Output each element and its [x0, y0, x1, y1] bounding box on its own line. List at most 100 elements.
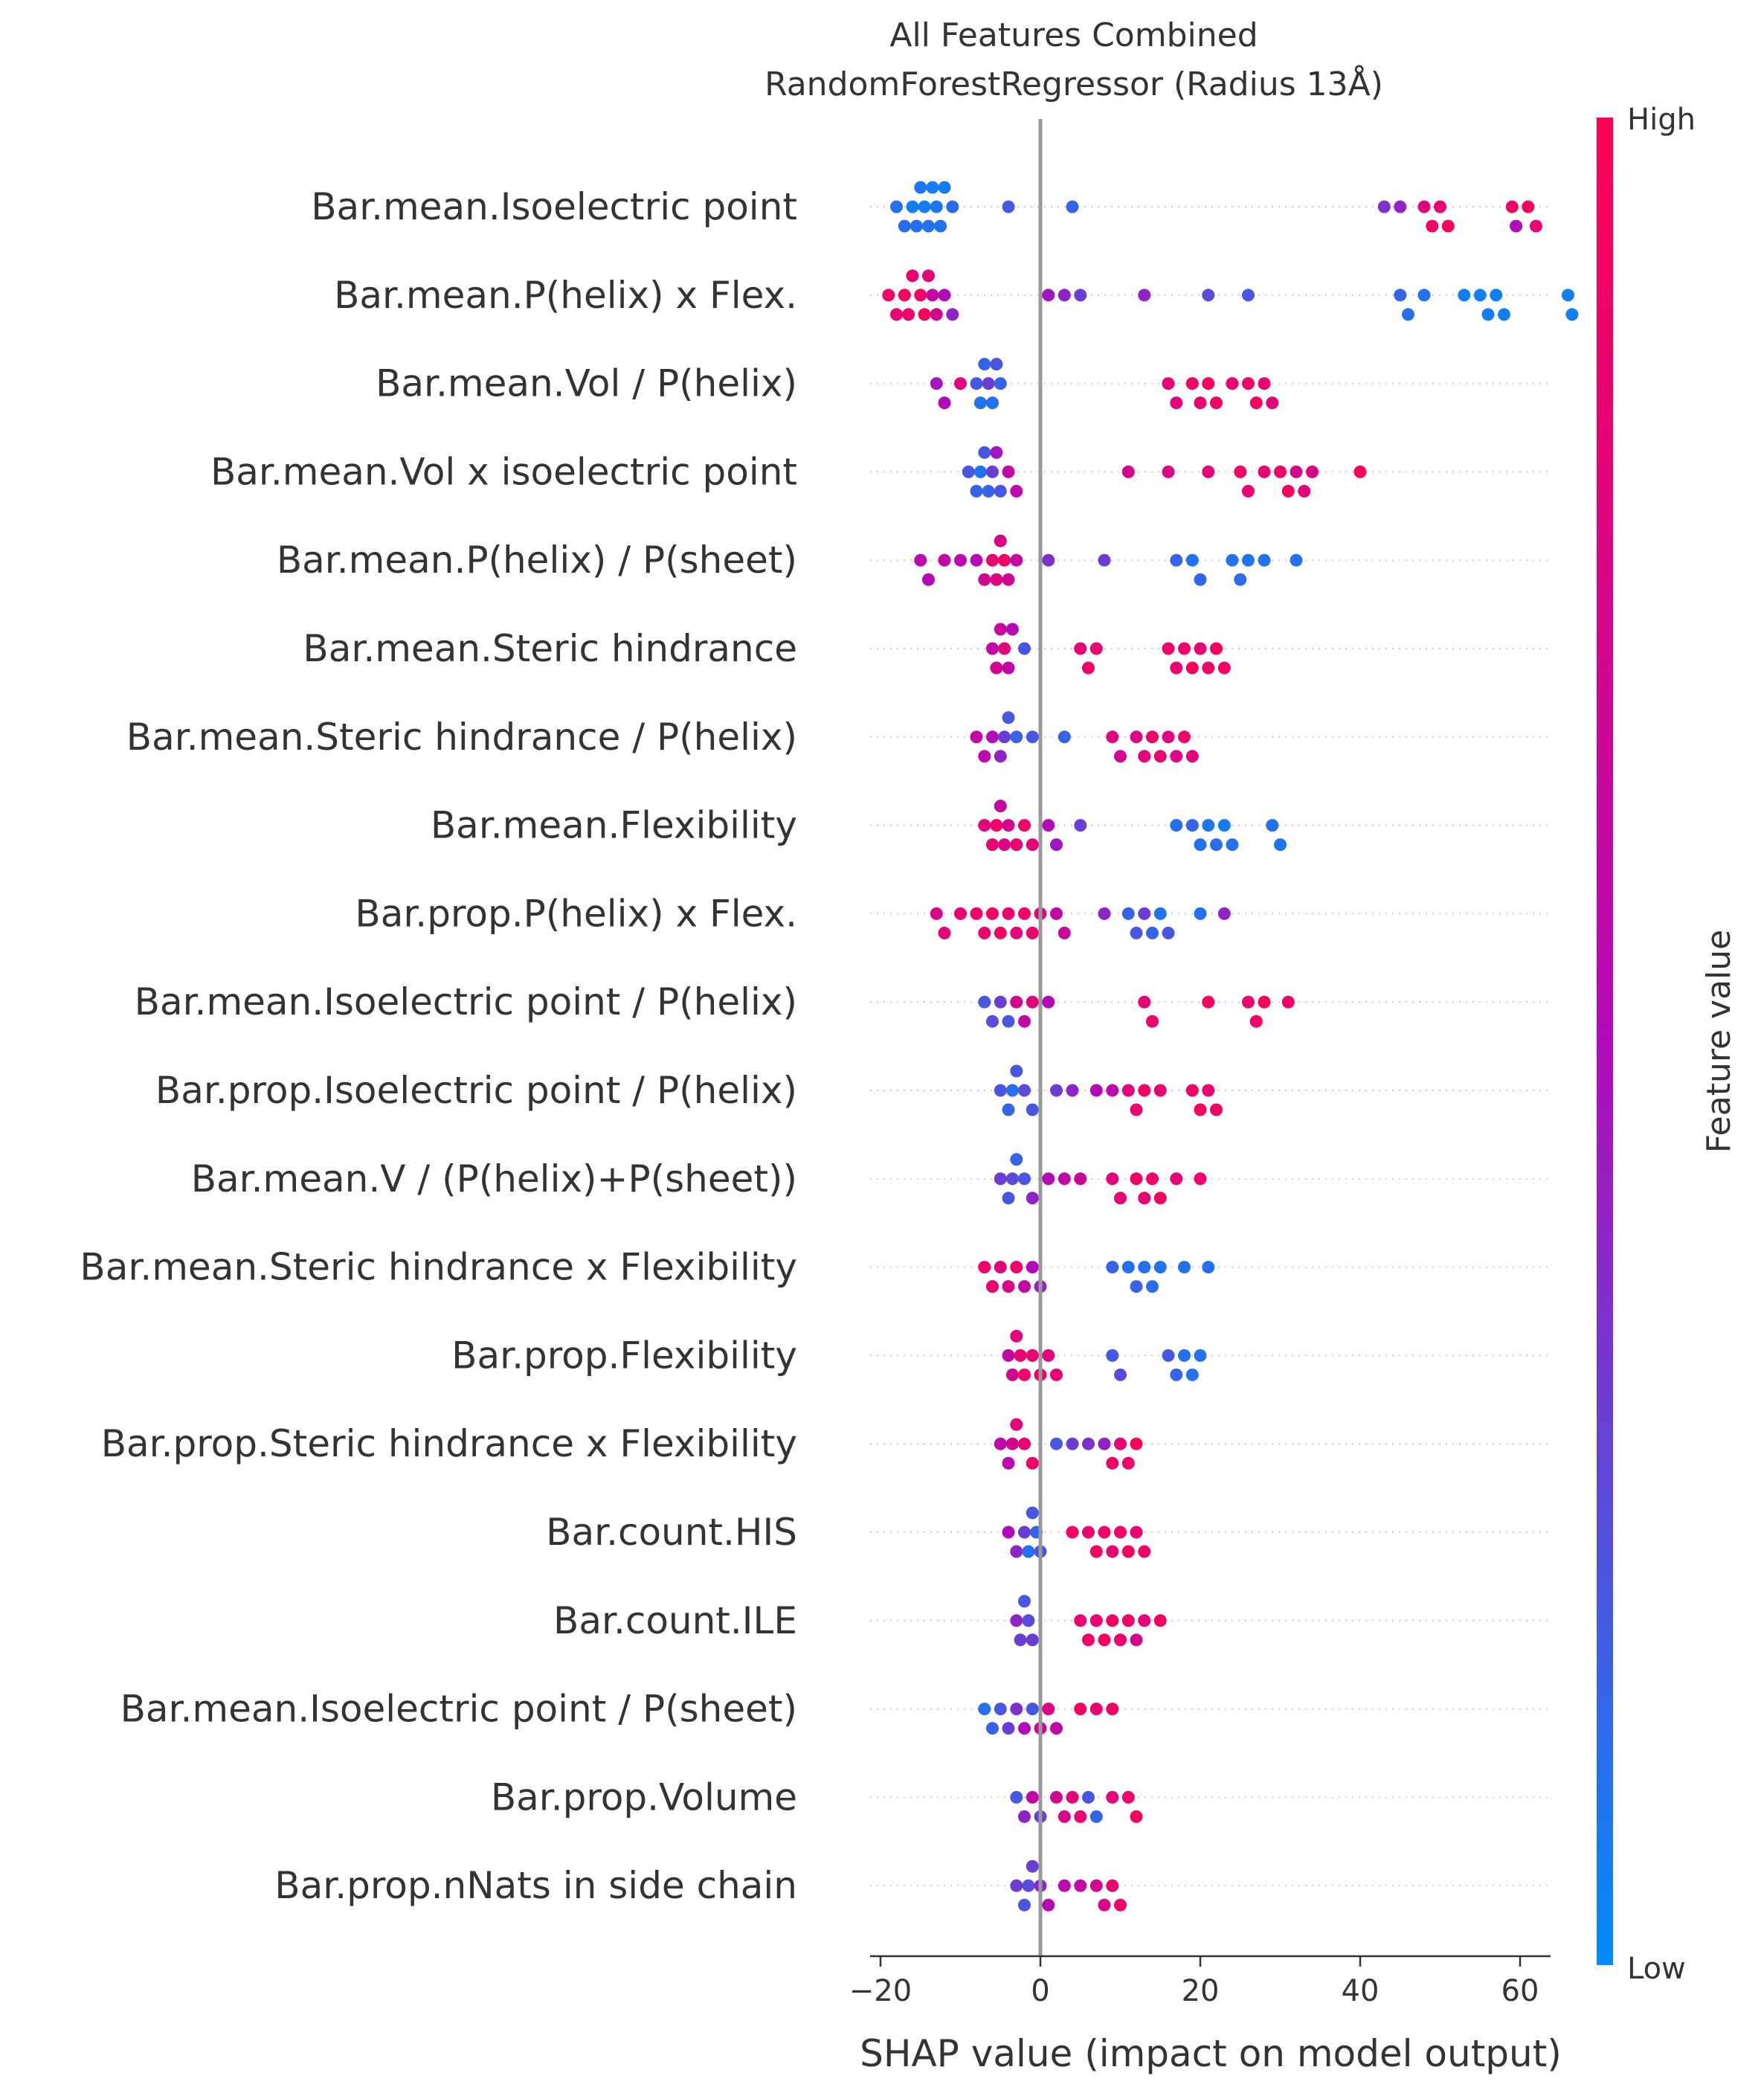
shap-point [1138, 995, 1151, 1009]
feature-label: Bar.mean.Steric hindrance / P(helix) [126, 716, 797, 759]
shap-point [1010, 553, 1023, 567]
shap-point [1002, 1456, 1015, 1470]
shap-point [1074, 289, 1087, 302]
feature-label: Bar.mean.Flexibility [431, 804, 797, 847]
shap-point [994, 926, 1007, 939]
shap-point [1098, 553, 1111, 567]
shap-point [1098, 1526, 1111, 1539]
shap-point [1266, 396, 1279, 410]
shap-point [1002, 711, 1015, 724]
shap-point [926, 289, 939, 302]
feature-label: Bar.mean.V / (P(helix)+P(sheet)) [191, 1157, 797, 1200]
shap-point [1121, 1084, 1135, 1097]
shap-point [1026, 1192, 1039, 1205]
shap-point [946, 308, 959, 321]
x-tick-label: 20 [1182, 1974, 1220, 2008]
colorbar-high-label: High [1627, 103, 1696, 137]
shap-point [1170, 396, 1183, 410]
shap-point [986, 1015, 999, 1028]
shap-point [1185, 819, 1199, 832]
x-tick-label: 60 [1501, 1974, 1539, 2008]
shap-point [1130, 1280, 1143, 1293]
shap-point [1082, 1437, 1095, 1450]
shap-point [1106, 1703, 1119, 1716]
shap-point [978, 1261, 991, 1274]
shap-point [930, 200, 943, 213]
shap-point [1565, 308, 1579, 321]
shap-point [1010, 838, 1023, 852]
shap-point [1050, 838, 1063, 852]
shap-point [1042, 289, 1055, 302]
shap-point [1042, 1898, 1055, 1912]
shap-point [1290, 553, 1303, 567]
shap-point [1042, 995, 1055, 1009]
shap-point [1082, 1526, 1095, 1539]
shap-point [1170, 1368, 1183, 1381]
shap-point [934, 219, 947, 233]
shap-point [1018, 819, 1031, 832]
shap-point [1281, 484, 1295, 498]
shap-point [1138, 1261, 1151, 1274]
shap-point [1194, 1349, 1207, 1362]
shap-point [1082, 1633, 1095, 1647]
feature-label: Bar.mean.P(helix) x Flex. [334, 274, 797, 317]
shap-point [918, 200, 931, 213]
shap-point [1026, 1506, 1039, 1520]
shap-point [1010, 1879, 1023, 1892]
shap-point [1258, 377, 1271, 390]
shap-point [970, 484, 983, 498]
shap-point [1202, 1261, 1215, 1274]
shap-point [946, 200, 959, 213]
shap-point [902, 308, 915, 321]
shap-point [1058, 1879, 1071, 1892]
shap-point [1026, 1633, 1039, 1647]
shap-point [1074, 1614, 1087, 1627]
shap-point [1130, 926, 1143, 939]
feature-label: Bar.mean.Vol / P(helix) [376, 362, 797, 405]
shap-point [1402, 308, 1414, 321]
shap-point [986, 838, 999, 852]
shap-point [1074, 642, 1087, 655]
shap-point [994, 1437, 1007, 1450]
shap-point [1089, 1810, 1103, 1823]
shap-point [1066, 1084, 1079, 1097]
shap-point [1106, 1879, 1119, 1892]
shap-point [1153, 1084, 1167, 1097]
shap-point [986, 1722, 999, 1735]
shap-point [1562, 289, 1574, 302]
shap-point [1018, 1722, 1031, 1735]
shap-point [994, 623, 1007, 636]
shap-point [922, 573, 935, 586]
shap-point [1002, 907, 1015, 920]
shap-point [918, 308, 931, 321]
shap-point [1114, 1368, 1127, 1381]
shap-point [1058, 1810, 1071, 1823]
shap-point [1074, 819, 1087, 832]
shap-point [982, 377, 995, 390]
shap-point [1106, 1349, 1119, 1362]
shap-point [1394, 200, 1407, 213]
feature-label: Bar.mean.Steric hindrance x Flexibility [80, 1246, 797, 1289]
shap-point [1202, 995, 1215, 1009]
feature-label: Bar.mean.Steric hindrance [303, 627, 797, 670]
shap-point [1194, 1103, 1207, 1116]
shap-point [1138, 750, 1151, 763]
shap-point [882, 289, 895, 302]
shap-point [890, 200, 903, 213]
shap-point [1005, 1437, 1019, 1450]
shap-point [1018, 1437, 1031, 1450]
shap-point [1002, 200, 1015, 213]
shap-point [938, 181, 951, 194]
shap-point [998, 730, 1011, 744]
feature-label: Bar.count.HIS [546, 1511, 797, 1554]
shap-point [1146, 1172, 1159, 1186]
shap-point [1098, 907, 1111, 920]
shap-point [1098, 1633, 1111, 1647]
shap-point [890, 308, 903, 321]
shap-point [1114, 1898, 1127, 1912]
shap-point [1074, 1703, 1087, 1716]
shap-point [1458, 289, 1471, 302]
shap-point [1210, 642, 1223, 655]
shap-point [994, 800, 1007, 813]
shap-point [990, 358, 1003, 371]
